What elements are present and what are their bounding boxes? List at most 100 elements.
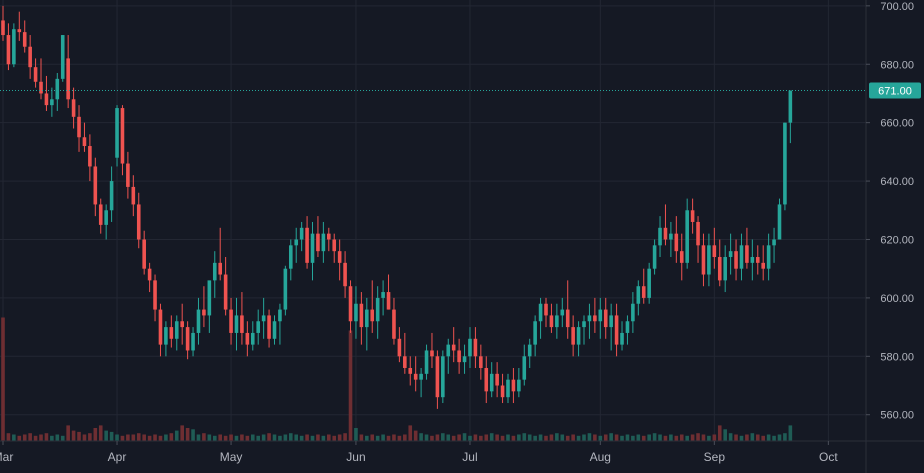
- candle-body: [598, 309, 603, 322]
- candle-body: [473, 338, 478, 357]
- volume-bar: [484, 434, 489, 441]
- volume-bar: [218, 434, 222, 441]
- candle-body: [381, 292, 385, 298]
- candle-body: [484, 367, 489, 392]
- volume-bar: [153, 434, 157, 441]
- y-tick-label: 560.00: [880, 410, 914, 422]
- y-tick-label: 600.00: [880, 293, 914, 305]
- volume-bar: [495, 434, 499, 441]
- candle-body: [60, 35, 65, 79]
- candle-body: [685, 210, 689, 263]
- volume-bar: [614, 434, 619, 441]
- candle-body: [39, 81, 43, 94]
- candle-body: [240, 315, 244, 333]
- volume-bar: [755, 434, 760, 441]
- candle-body: [555, 315, 559, 328]
- x-tick-label: Sep: [704, 450, 726, 464]
- volume-bar: [538, 434, 543, 441]
- candle-body: [202, 309, 206, 316]
- volume-bar: [462, 433, 467, 441]
- volume-bars: [1, 317, 793, 441]
- candle-body: [223, 274, 228, 310]
- candle-body: [185, 327, 190, 351]
- candle-body: [527, 344, 532, 357]
- volume-bar: [348, 330, 353, 441]
- candle-body: [327, 233, 331, 240]
- volume-bar: [571, 434, 575, 441]
- candle-body: [631, 303, 635, 322]
- volume-bar: [104, 430, 108, 441]
- volume-bar: [544, 435, 548, 441]
- candle-body: [500, 385, 505, 398]
- volume-bar: [202, 433, 206, 441]
- volume-bar: [761, 435, 765, 441]
- volume-bar: [576, 435, 581, 441]
- volume-bar: [777, 434, 782, 441]
- volume-bar: [750, 433, 755, 441]
- volume-bar: [299, 435, 304, 441]
- x-tick-label: Aug: [590, 450, 611, 464]
- x-tick-label: Apr: [108, 450, 127, 464]
- candle-body: [212, 262, 217, 281]
- candle-body: [658, 227, 662, 246]
- volume-bar: [696, 433, 700, 441]
- volume-bar: [82, 434, 87, 441]
- volume-bar: [772, 435, 776, 441]
- volume-bar: [424, 434, 429, 441]
- volume-bar: [707, 435, 711, 441]
- volume-bar: [511, 435, 516, 441]
- candle-body: [430, 350, 434, 357]
- volume-bar: [158, 435, 163, 441]
- volume-bar: [582, 434, 586, 441]
- volume-bar: [413, 430, 418, 441]
- volume-bar: [310, 435, 315, 441]
- volume-bar: [337, 434, 342, 441]
- candle-body: [576, 327, 581, 345]
- candle-body: [164, 327, 168, 345]
- candle-body: [375, 297, 380, 322]
- volume-bar: [332, 435, 337, 441]
- candle-body: [348, 286, 353, 322]
- volume-bar: [386, 435, 391, 441]
- volume-bar: [115, 434, 119, 441]
- x-tick-label: Jul: [462, 450, 477, 464]
- volume-bar: [365, 435, 369, 441]
- volume-bar: [39, 434, 43, 441]
- candle-body: [142, 239, 146, 269]
- volume-bar: [663, 435, 668, 441]
- candle-body: [495, 373, 499, 386]
- candle-body: [669, 233, 673, 240]
- volume-bar: [60, 435, 65, 441]
- candle-body: [109, 181, 114, 211]
- candle-body: [229, 309, 233, 333]
- volume-bar: [1, 317, 5, 441]
- volume-bar: [745, 434, 749, 441]
- volume-bar: [223, 435, 228, 441]
- volume-bar: [712, 434, 717, 441]
- x-tick-label: May: [220, 450, 243, 464]
- candle-body: [245, 332, 250, 345]
- volume-bar: [685, 435, 689, 441]
- volume-bar: [441, 433, 445, 441]
- candle-body: [305, 227, 309, 263]
- candle-body: [614, 315, 619, 345]
- candle-body: [652, 245, 657, 269]
- volume-bar: [641, 435, 646, 441]
- candle-body: [55, 78, 60, 100]
- candle-body: [77, 116, 81, 138]
- volume-bar: [403, 434, 407, 441]
- candle-body: [207, 280, 212, 316]
- candle-body: [571, 327, 575, 345]
- candle-body: [6, 35, 11, 65]
- volume-bar: [136, 433, 141, 441]
- candle-body: [115, 108, 119, 158]
- volume-bar: [50, 435, 54, 441]
- candle-body: [707, 245, 711, 275]
- candle-body: [538, 303, 543, 322]
- volume-bar: [533, 435, 537, 441]
- candle-body: [261, 315, 266, 322]
- volume-bar: [408, 425, 413, 441]
